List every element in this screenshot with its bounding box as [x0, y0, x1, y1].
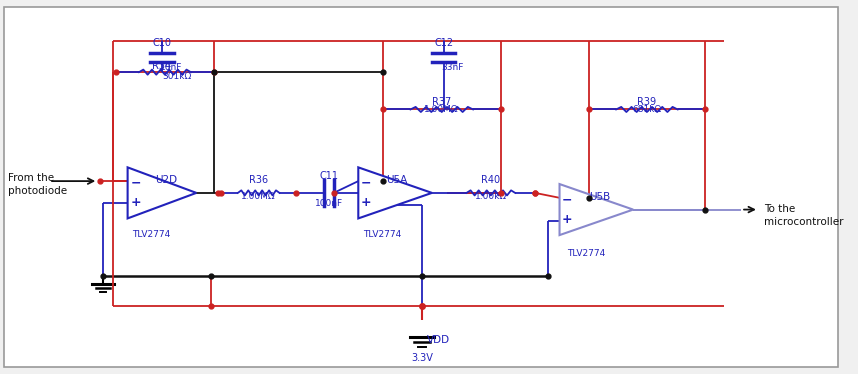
Text: C12: C12 — [434, 38, 453, 48]
Text: R36: R36 — [249, 175, 269, 185]
Text: From the: From the — [8, 173, 54, 183]
Text: 681kΩ: 681kΩ — [632, 105, 662, 114]
Text: photodiode: photodiode — [8, 186, 67, 196]
Text: −: − — [361, 177, 372, 190]
Text: C10: C10 — [153, 38, 172, 48]
Text: microcontroller: microcontroller — [764, 217, 843, 227]
Text: TLV2774: TLV2774 — [363, 230, 402, 239]
Polygon shape — [559, 184, 633, 235]
Text: 1.00MΩ: 1.00MΩ — [241, 192, 276, 201]
Text: 3.3V: 3.3V — [411, 353, 433, 363]
Text: R34: R34 — [153, 61, 172, 71]
Text: 100nF: 100nF — [315, 199, 343, 208]
Text: −: − — [130, 177, 141, 190]
Text: U5A: U5A — [386, 175, 407, 185]
Text: 301kΩ: 301kΩ — [162, 71, 191, 80]
Text: U2D: U2D — [155, 175, 178, 185]
Text: R40: R40 — [481, 175, 500, 185]
Polygon shape — [128, 168, 196, 218]
Text: 33nF: 33nF — [442, 63, 464, 72]
Text: C11: C11 — [319, 171, 338, 181]
Text: 10nF: 10nF — [160, 63, 183, 72]
Text: R37: R37 — [432, 97, 451, 107]
Text: +: + — [130, 196, 141, 209]
Text: +: + — [562, 213, 572, 226]
Text: TLV2774: TLV2774 — [567, 249, 606, 258]
Text: −: − — [562, 193, 572, 206]
Text: 1.00MΩ: 1.00MΩ — [425, 105, 459, 114]
Text: R39: R39 — [637, 97, 656, 107]
Text: VDD: VDD — [427, 335, 450, 345]
Text: To the: To the — [764, 205, 795, 214]
Text: 1.00kΩ: 1.00kΩ — [474, 192, 507, 201]
Text: TLV2774: TLV2774 — [132, 230, 171, 239]
Polygon shape — [359, 168, 432, 218]
Text: +: + — [361, 196, 372, 209]
Text: U5B: U5B — [589, 192, 610, 202]
